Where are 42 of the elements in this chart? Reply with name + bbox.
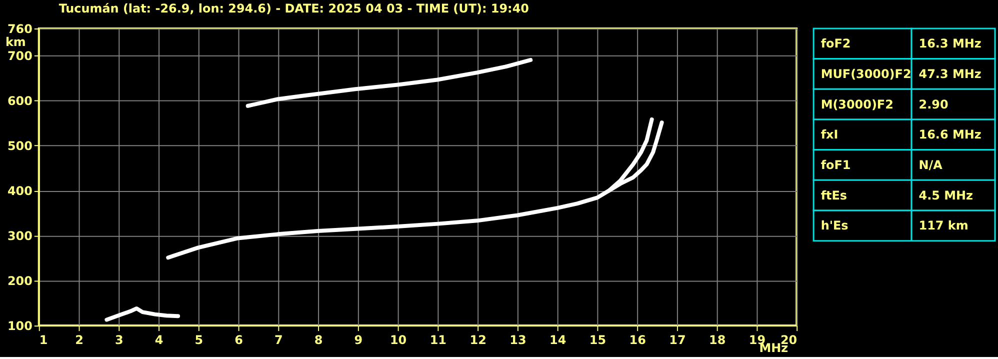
text: M(3000)F2 xyxy=(820,97,894,112)
x-tick-label: 13 xyxy=(510,333,526,348)
text: foF2 xyxy=(820,36,851,51)
y-tick-label: 200 xyxy=(7,274,32,288)
y-tick-label: 100 xyxy=(7,319,32,334)
x-tick-label: 5 xyxy=(194,333,204,348)
x-tick-label: 8 xyxy=(314,333,323,348)
x-tick-label: 9 xyxy=(354,333,363,348)
y-tick-label: 600 xyxy=(7,94,32,108)
y-tick-label: 700 xyxy=(7,48,32,63)
x-tick-label: 16 xyxy=(629,333,646,348)
text: foF1 xyxy=(820,158,851,172)
text: 2.90 xyxy=(918,97,948,112)
y-tick-label: 500 xyxy=(7,138,32,153)
x-tick-label: 14 xyxy=(550,333,566,348)
text: 47.3 MHz xyxy=(918,66,982,81)
text: 117 km xyxy=(918,218,968,233)
x-tick-label: 17 xyxy=(669,333,686,348)
text: 4.5 MHz xyxy=(918,188,974,202)
x-tick-label: 6 xyxy=(234,333,243,348)
x-tick-label: 10 xyxy=(390,333,407,348)
y-tick-label: 300 xyxy=(7,229,32,244)
text: fxI xyxy=(820,128,838,142)
x-tick-label: 7 xyxy=(274,333,283,348)
x-tick-label: 11 xyxy=(430,333,447,348)
text: 16.6 MHz xyxy=(918,128,982,142)
text: MUF(3000)F2 xyxy=(820,66,912,81)
x-tick-label: 1 xyxy=(39,333,48,348)
x-tick-label: 12 xyxy=(470,333,486,348)
x-tick-label: 18 xyxy=(709,333,726,348)
text: 16.3 MHz xyxy=(918,36,982,51)
y-tick-label: 400 xyxy=(7,184,32,198)
x-tick-label: 4 xyxy=(154,333,164,348)
chart-title: Tucumán (lat: -26.9, lon: 294.6) - DATE: 2025 04 03 - TIME (UT): 19:40 xyxy=(58,2,529,16)
x-tick-label: 15 xyxy=(589,333,606,348)
y-tick-label: 760 xyxy=(7,22,32,36)
x-tick-label: 3 xyxy=(114,333,124,348)
text: N/A xyxy=(918,158,944,172)
text: ftEs xyxy=(820,188,848,202)
text: h'Es xyxy=(820,218,848,233)
x-tick-label: 2 xyxy=(75,333,84,348)
y-axis-title: km xyxy=(5,34,26,49)
